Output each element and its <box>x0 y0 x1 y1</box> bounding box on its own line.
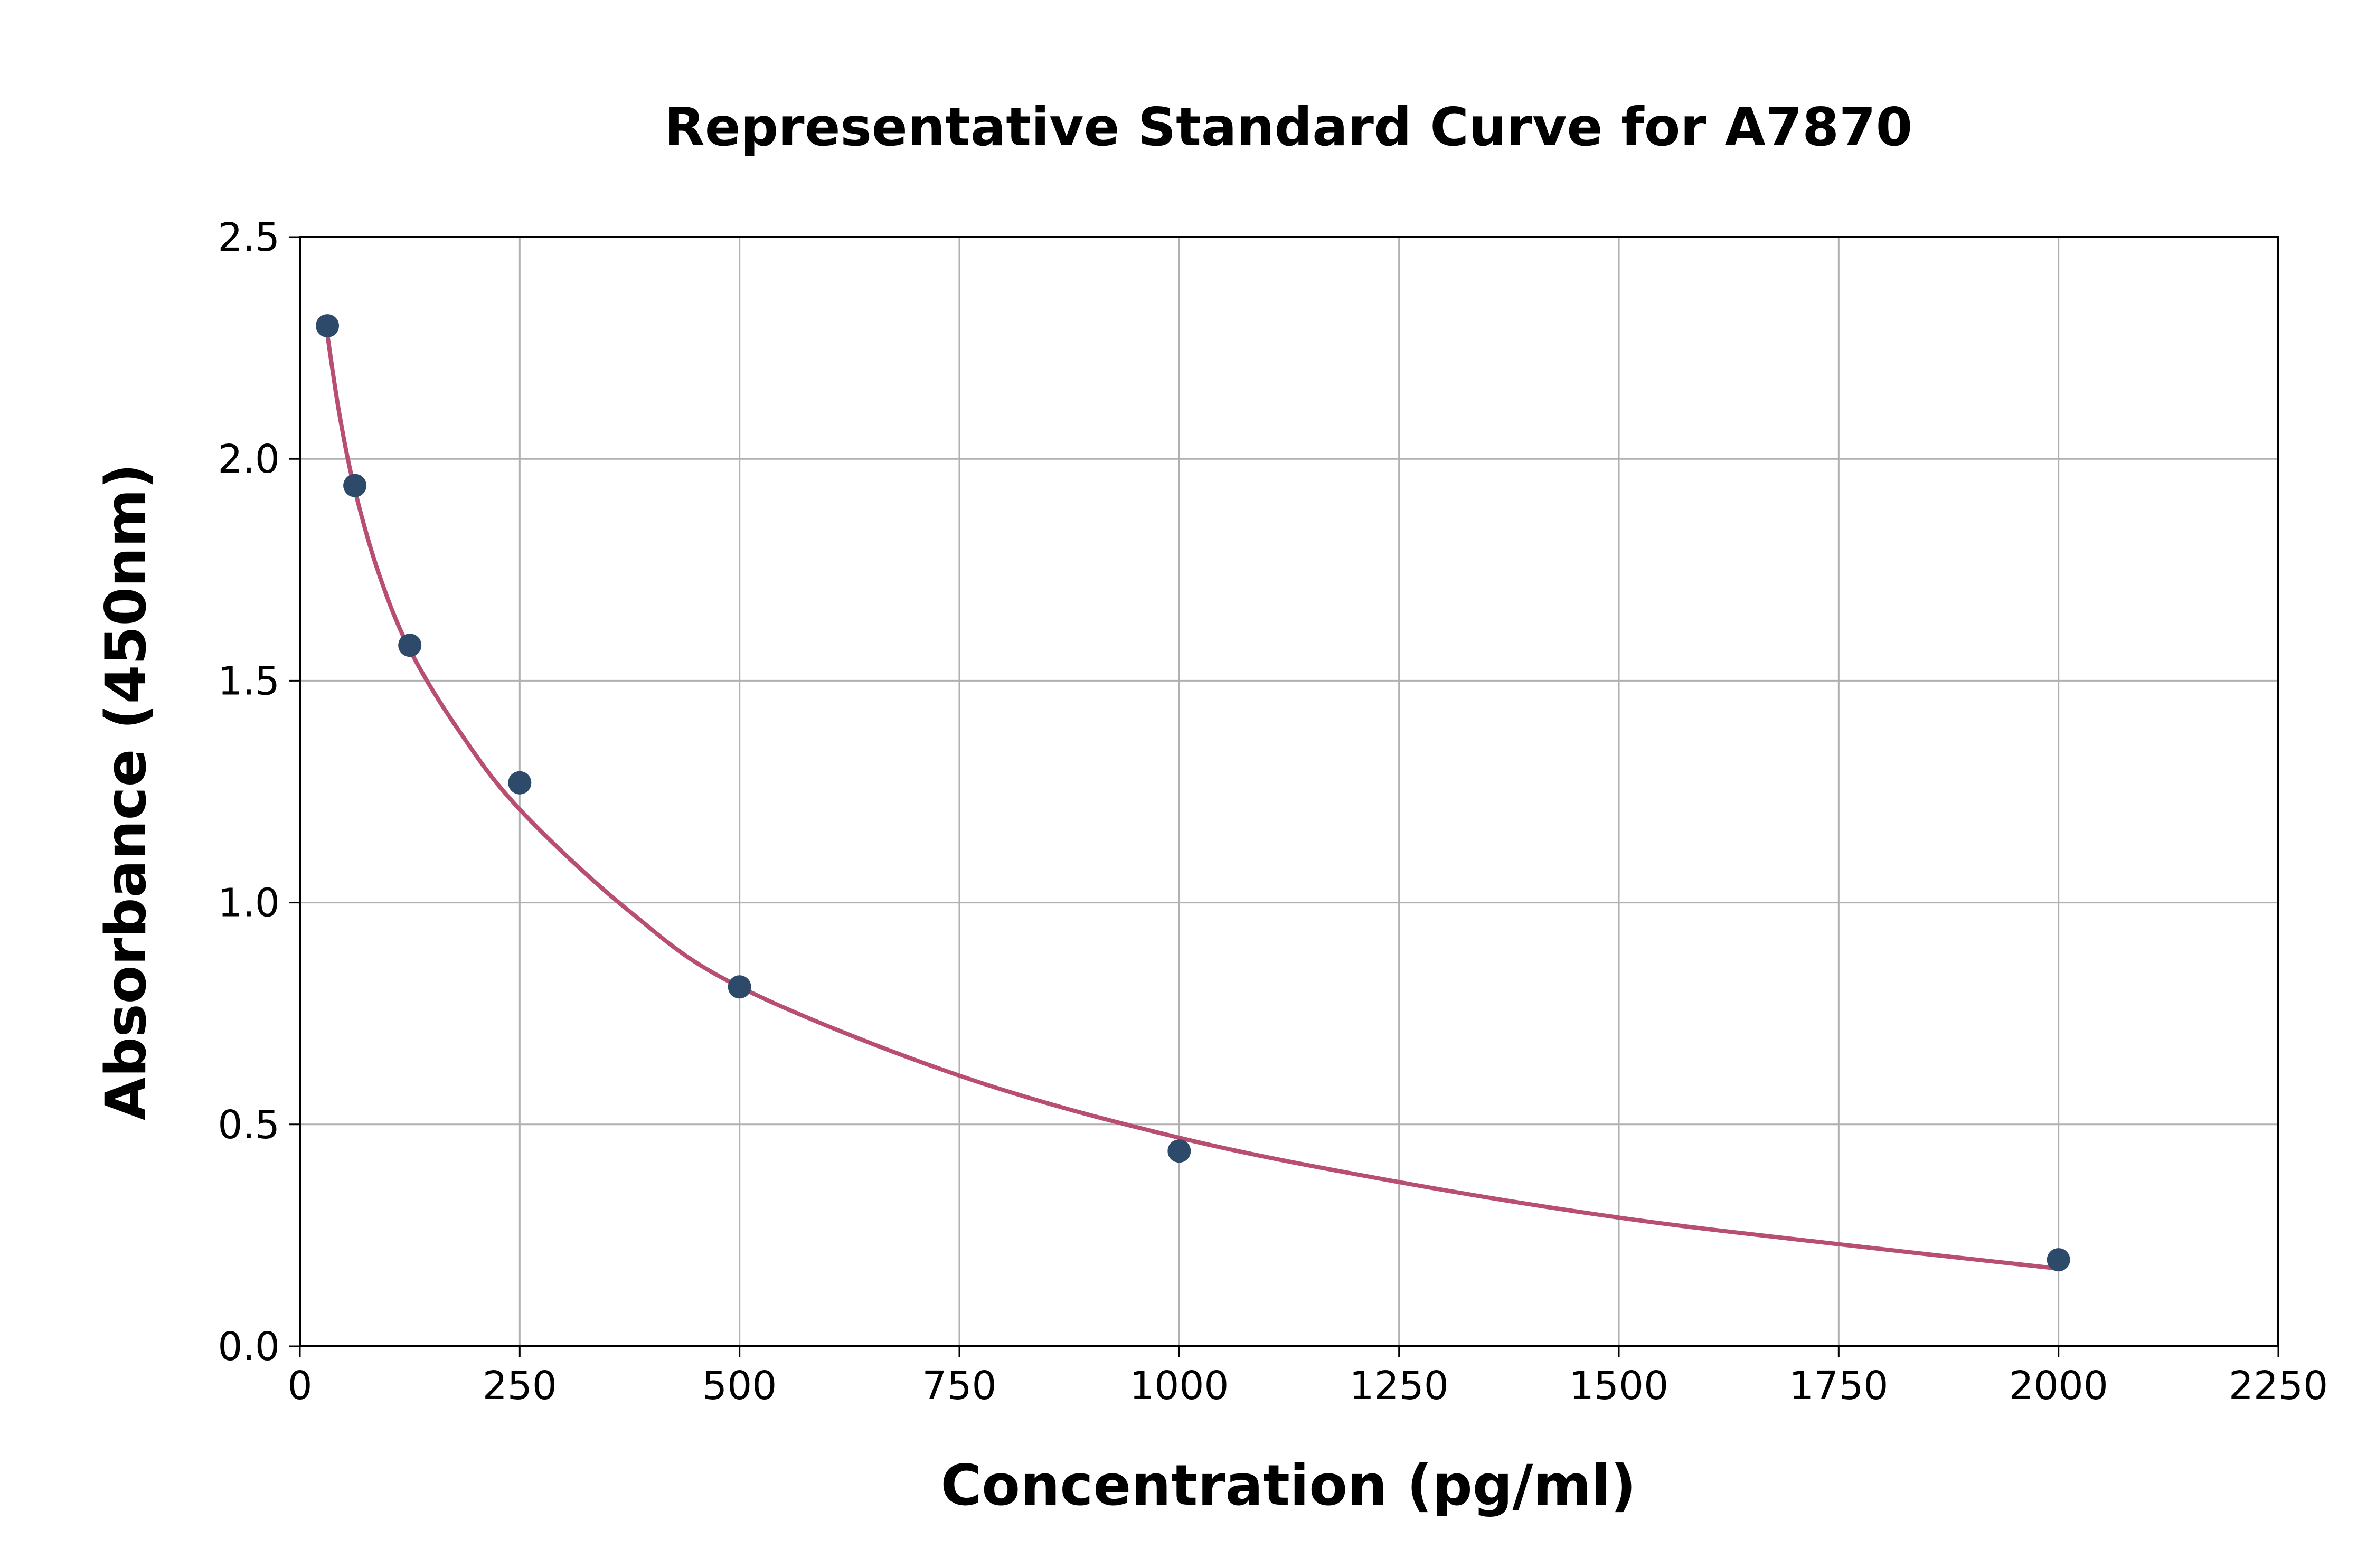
y-tick-label: 2.5 <box>218 215 280 260</box>
x-axis: 0 250 500 750 1000 1250 1500 1750 2000 2250 <box>287 1346 2328 1409</box>
x-axis-label: Concentration (pg/ml) <box>940 1453 1636 1518</box>
x-tick-label: 2000 <box>2009 1363 2108 1409</box>
data-point <box>508 771 532 795</box>
x-tick-label: 1250 <box>1350 1363 1449 1409</box>
y-tick-label: 2.0 <box>218 437 280 482</box>
grid <box>299 236 2279 1347</box>
chart-title: Representative Standard Curve for A7870 <box>664 96 1912 158</box>
y-tick-label: 1.5 <box>218 658 280 704</box>
y-axis: 0.0 0.5 1.0 1.5 2.0 2.5 <box>218 215 300 1369</box>
data-point <box>2047 1248 2070 1272</box>
x-tick-label: 0 <box>287 1363 312 1409</box>
x-tick-label: 1750 <box>1789 1363 1888 1409</box>
y-axis-label: Absorbance (450nm) <box>93 464 158 1121</box>
fit-curve <box>325 334 2059 1271</box>
data-points <box>316 314 2070 1272</box>
x-tick-label: 750 <box>922 1363 996 1409</box>
data-point <box>316 314 340 338</box>
x-tick-label: 500 <box>702 1363 777 1409</box>
x-tick-label: 1500 <box>1569 1363 1668 1409</box>
y-tick-label: 0.0 <box>218 1324 280 1369</box>
data-point <box>1167 1139 1191 1163</box>
y-tick-label: 0.5 <box>218 1102 280 1148</box>
data-point <box>728 975 751 999</box>
y-tick-label: 1.0 <box>218 881 280 926</box>
x-tick-label: 250 <box>483 1363 557 1409</box>
x-tick-label: 2250 <box>2229 1363 2328 1409</box>
x-tick-label: 1000 <box>1129 1363 1229 1409</box>
plot-frame <box>299 236 2279 1347</box>
data-point <box>343 474 367 497</box>
data-point <box>398 634 422 657</box>
